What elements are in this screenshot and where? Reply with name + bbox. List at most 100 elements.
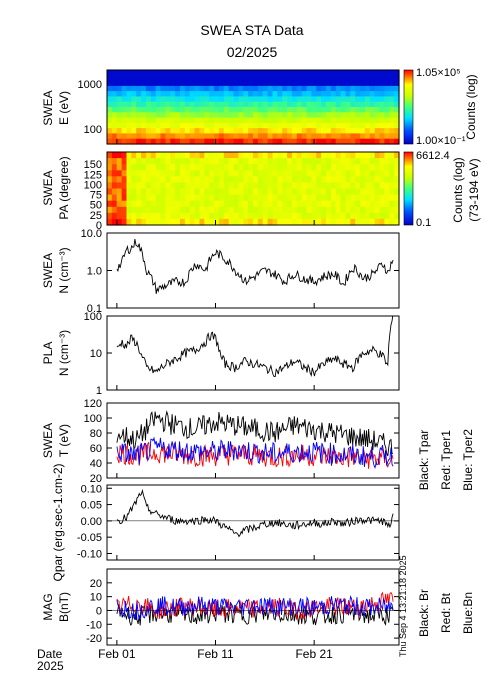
pa-cell xyxy=(218,158,225,165)
energy-cell xyxy=(194,85,201,92)
energy-cell xyxy=(107,96,113,103)
energy-cell xyxy=(136,96,142,103)
pa-cell xyxy=(184,170,191,177)
energy-cell xyxy=(228,138,235,145)
energy-cell xyxy=(238,128,244,134)
pa-cell xyxy=(374,200,381,208)
energy-cell xyxy=(243,96,249,103)
pa-cell xyxy=(316,176,322,183)
energy-cell xyxy=(180,128,186,134)
energy-cell xyxy=(204,70,210,76)
pa-cell xyxy=(379,170,385,177)
energy-cell xyxy=(116,138,123,145)
energy-cell xyxy=(364,133,371,140)
energy-cell xyxy=(374,91,381,97)
pa-cell xyxy=(394,170,400,177)
energy-cell xyxy=(121,133,128,140)
energy-cell xyxy=(194,96,201,103)
energy-cell xyxy=(282,122,288,129)
energy-cell xyxy=(350,117,356,124)
pa-cell xyxy=(267,218,274,226)
pa-cell xyxy=(180,206,186,214)
pa-cell xyxy=(126,164,132,171)
energy-cell xyxy=(199,96,205,103)
pa-cell xyxy=(267,170,274,177)
energy-cell xyxy=(155,122,162,129)
energy-cell xyxy=(257,117,264,124)
energy-cell xyxy=(141,96,147,103)
energy-cell xyxy=(184,133,191,140)
energy-cell xyxy=(355,117,361,124)
energy-cell xyxy=(194,117,201,124)
pa-cell xyxy=(262,170,269,177)
energy-cell xyxy=(253,122,259,129)
energy-cell xyxy=(350,80,356,87)
energy-cell xyxy=(374,112,381,119)
pa-cell xyxy=(272,206,278,214)
energy-cell xyxy=(394,128,400,134)
pa-cell xyxy=(262,218,269,226)
energy-cell xyxy=(296,133,303,140)
energy-cell xyxy=(194,80,201,87)
energy-cell xyxy=(209,75,215,82)
energy-cell xyxy=(369,133,376,140)
energy-cell xyxy=(243,128,249,134)
energy-cell xyxy=(121,96,128,103)
energy-cell xyxy=(360,107,366,113)
pa-cell xyxy=(335,206,342,214)
pa-cell xyxy=(160,212,166,220)
energy-cell xyxy=(296,112,303,119)
energy-cell xyxy=(170,107,176,113)
pa-cell xyxy=(238,176,244,183)
energy-cell xyxy=(267,107,274,113)
pa-cell xyxy=(204,188,210,196)
pa-cell xyxy=(165,200,171,208)
pa-cell xyxy=(126,206,132,214)
pa-cell xyxy=(330,218,337,226)
pa-cell xyxy=(277,212,283,220)
pa-cell xyxy=(335,158,342,165)
energy-cell xyxy=(340,112,347,119)
energy-cell xyxy=(218,107,225,113)
energy-cell xyxy=(369,80,376,87)
mag_b-ytick-label: -10 xyxy=(86,619,102,631)
energy-cell xyxy=(253,133,259,140)
pa-cell xyxy=(374,188,381,196)
energy-cell xyxy=(204,138,210,145)
energy-cell xyxy=(257,75,264,82)
energy-cell xyxy=(204,96,210,103)
pa-cell xyxy=(155,200,162,208)
energy-cell xyxy=(214,101,220,108)
energy-cell xyxy=(321,128,327,134)
energy-cell xyxy=(360,101,366,108)
pa-cell xyxy=(184,206,191,214)
pa-cell xyxy=(316,206,322,214)
energy-cell xyxy=(257,70,264,76)
pa-cell xyxy=(131,170,137,177)
qpar-plot xyxy=(116,488,394,538)
pa-cell xyxy=(326,164,332,171)
energy-cell xyxy=(218,122,225,129)
pa-cell xyxy=(131,212,137,220)
pa-cell xyxy=(296,164,303,171)
pa-cell xyxy=(194,200,201,208)
pa-cell xyxy=(214,206,220,214)
energy-cell xyxy=(126,80,132,87)
pa-cell xyxy=(384,194,390,202)
pa-cell xyxy=(311,170,317,177)
energy-cell xyxy=(209,133,215,140)
energy-cell xyxy=(355,85,361,92)
energy-cell xyxy=(145,138,152,145)
pa-cell xyxy=(335,200,342,208)
energy-cell xyxy=(150,85,157,92)
mag_b-ytick-label: 10 xyxy=(90,592,102,604)
pa-cell xyxy=(160,194,166,202)
energy-cell xyxy=(238,112,244,119)
pa-cell xyxy=(301,152,308,159)
pa-cell xyxy=(291,182,298,190)
pa-cell xyxy=(150,158,157,165)
swea_t-ytick-label: 60 xyxy=(90,443,102,455)
pa-cell xyxy=(364,212,371,220)
pa-cell xyxy=(291,152,298,159)
energy-cell xyxy=(326,117,332,124)
